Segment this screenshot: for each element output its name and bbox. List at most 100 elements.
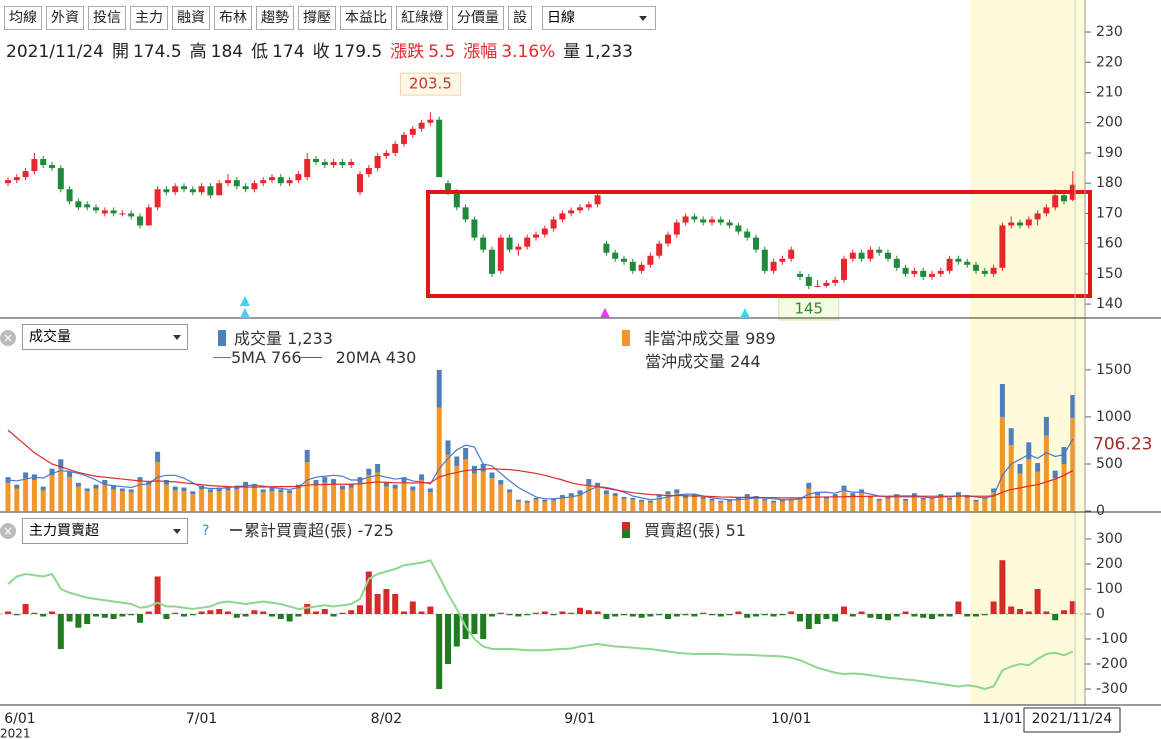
volume-bar [533, 497, 539, 500]
candle-body [216, 183, 223, 196]
toolbar-button[interactable]: 布林 [214, 6, 252, 30]
candle-body [101, 210, 108, 214]
volume-bar [718, 500, 724, 503]
volume-bar [454, 465, 460, 512]
net-bar [673, 614, 680, 617]
volume-bar [93, 484, 99, 489]
volume-bar [1052, 478, 1058, 512]
volume-bar [1008, 445, 1014, 512]
volume-bar [938, 494, 944, 497]
legend-line [230, 529, 242, 531]
x-tick-label: 6/01 [4, 711, 35, 727]
volume-bar [225, 490, 231, 512]
net-bar [260, 611, 267, 614]
candle-body [550, 219, 557, 229]
candle-body [577, 207, 583, 211]
candle-body [207, 186, 214, 196]
toolbar-button[interactable]: 分價量 [452, 6, 504, 30]
toolbar-button[interactable]: 主力 [130, 6, 168, 30]
net-bar [1017, 609, 1023, 614]
quote-value: 3.16% [501, 42, 556, 62]
net-bar [233, 614, 240, 618]
volume-bar [375, 464, 381, 473]
net-bar [1025, 611, 1032, 614]
volume-bar [683, 495, 689, 498]
x-tick-label: 9/01 [564, 711, 595, 727]
candle-body [638, 264, 645, 271]
volume-bar [49, 475, 55, 512]
toolbar-button[interactable]: 本益比 [340, 6, 392, 30]
volume-bar [612, 493, 618, 496]
volume-bar [23, 478, 29, 512]
toolbar: 均線 外資 投信 主力 融資 布林 趨勢 撐壓 本益比 紅綠燈 分價量設日線 [4, 6, 656, 30]
net-bar [559, 611, 566, 614]
toolbar-button[interactable]: 設 [508, 6, 532, 30]
net-bar [665, 614, 671, 619]
volume-bar [841, 485, 847, 491]
period-select[interactable]: 日線 [542, 6, 656, 30]
net-bar [726, 614, 733, 616]
y-tick-label: 0 [1096, 606, 1105, 622]
volume-bar [383, 481, 389, 487]
volume-bar [1061, 464, 1067, 512]
indicator-select[interactable]: 成交量 [22, 324, 188, 350]
range-box [426, 190, 1092, 298]
candle-body [453, 192, 460, 208]
toolbar-button[interactable]: 投信 [88, 6, 126, 30]
volume-bar [119, 488, 125, 492]
candle-body [823, 282, 830, 286]
net-bar [621, 614, 627, 616]
toolbar-button[interactable]: 紅綠燈 [396, 6, 448, 30]
net-bar [717, 614, 724, 617]
volume-bar [841, 490, 847, 512]
toolbar-button[interactable]: 趨勢 [256, 6, 294, 30]
volume-bar [647, 502, 653, 512]
candle-body [788, 249, 795, 259]
volume-bar [67, 471, 73, 478]
quote-item: 開 174.5 [112, 42, 182, 62]
quote-label: 漲跌 [390, 42, 425, 62]
volume-bar [216, 491, 222, 512]
y-tick-label: -200 [1096, 656, 1128, 672]
candle-body [225, 180, 231, 184]
candle-body [172, 186, 179, 193]
candle-body [321, 162, 328, 166]
net-bar [770, 614, 777, 617]
volume-bar [885, 496, 891, 499]
volume-bar [823, 498, 829, 512]
close-icon[interactable]: × [0, 523, 16, 539]
volume-bar [674, 493, 680, 512]
candle-body [612, 252, 619, 259]
net-bar [814, 614, 821, 624]
help-icon[interactable]: ? [202, 523, 210, 539]
volume-bar [779, 499, 785, 502]
toolbar-button[interactable]: 均線 [4, 6, 42, 30]
toolbar-button[interactable]: 融資 [172, 6, 210, 30]
volume-bar [929, 498, 935, 512]
candle-body [832, 279, 839, 283]
volume-bar [700, 496, 706, 499]
candle-body [189, 189, 196, 193]
quote-value: 179.5 [333, 42, 383, 62]
net-bar [295, 614, 302, 617]
net-bar [66, 614, 73, 622]
candle-body [383, 152, 390, 156]
candle-body [269, 177, 275, 181]
volume-bar [955, 492, 961, 496]
ma-line [7, 429, 1074, 499]
indicator-select[interactable]: 主力買賣超 [22, 518, 188, 544]
volume-bar [251, 487, 257, 512]
volume-bar [23, 472, 29, 479]
close-icon[interactable]: × [0, 330, 16, 346]
net-bar [515, 614, 522, 617]
toolbar-button[interactable]: 外資 [46, 6, 84, 30]
volume-bar [111, 485, 117, 490]
volume-bar [991, 492, 997, 512]
x-tick-label: 8/02 [371, 711, 402, 727]
toolbar-button[interactable]: 撐壓 [298, 6, 336, 30]
net-bar [647, 614, 654, 617]
volume-bar [436, 369, 442, 408]
volume-bar [75, 482, 81, 487]
volume-bar [14, 488, 20, 512]
volume-bar [225, 486, 231, 491]
